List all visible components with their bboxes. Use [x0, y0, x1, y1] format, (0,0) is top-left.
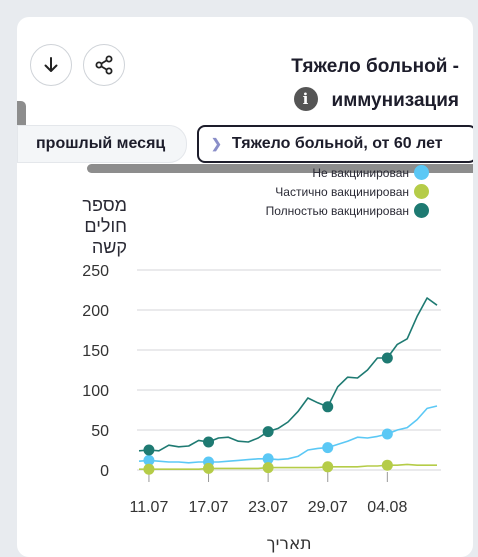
x-tick-label: 11.07 — [130, 499, 169, 516]
chart-card: Тяжело больной - i иммунизация прошлый ме… — [17, 17, 473, 557]
x-axis-label: תאריך — [266, 534, 311, 554]
data-point — [203, 462, 215, 474]
data-point — [322, 401, 334, 413]
y-axis-label-line-1: מספר — [82, 195, 127, 215]
share-button[interactable] — [83, 44, 125, 86]
y-tick-label: 0 — [100, 463, 109, 480]
download-button[interactable] — [30, 44, 72, 86]
legend-item-unvaccinated[interactable]: Не вакцинирован — [312, 165, 429, 180]
y-axis-label-line-3: קשה — [91, 237, 127, 257]
data-point — [322, 442, 334, 454]
x-tick-label: 23.07 — [248, 499, 288, 516]
data-point — [322, 461, 334, 473]
x-tick-label: 29.07 — [308, 499, 348, 516]
horizontal-scrollbar-thumb[interactable] — [87, 164, 473, 173]
data-point — [381, 428, 393, 440]
download-icon — [44, 57, 58, 72]
x-tick-label: 17.07 — [189, 499, 229, 516]
y-tick-label: 50 — [91, 423, 109, 440]
title-line-2: иммунизация — [331, 90, 459, 111]
x-tick-label: 04.08 — [367, 499, 407, 516]
title-line-1: Тяжело больной - — [291, 56, 459, 77]
filter-dropdown-selected[interactable]: ❯ Тяжело больной, от 60 лет — [197, 125, 473, 163]
info-icon[interactable]: i — [293, 86, 318, 111]
data-point — [203, 436, 215, 448]
legend-label: Полностью вакцинирован — [265, 203, 409, 218]
data-point — [143, 454, 155, 466]
data-point — [262, 426, 274, 438]
line-chart: 0 50 100 150 200 250 11.07 17.07 23.07 29.07 04.08… — [82, 263, 441, 554]
y-tick-label: 200 — [82, 303, 109, 320]
data-point — [381, 352, 393, 364]
series-line-3 — [138, 297, 438, 452]
y-axis-label-line-2: חולים — [84, 216, 127, 236]
filter-selected-label: Тяжело больной, от 60 лет — [231, 135, 443, 152]
data-point — [143, 444, 155, 456]
legend-swatch — [414, 203, 429, 218]
data-point — [262, 453, 274, 465]
y-tick-label: 250 — [82, 263, 109, 280]
legend-label: Не вакцинирован — [312, 165, 409, 180]
filter-previous-month[interactable]: прошлый месяц — [17, 125, 187, 163]
vertical-scrollbar-thumb[interactable] — [17, 101, 26, 137]
legend-swatch — [414, 184, 429, 199]
page-title: Тяжело больной - i иммунизация — [199, 50, 459, 118]
legend-item-partial[interactable]: Частично вакцинирован — [275, 184, 429, 199]
share-icon — [95, 55, 113, 75]
legend-label: Частично вакцинирован — [275, 184, 409, 199]
y-tick-label: 150 — [82, 343, 109, 360]
data-point — [381, 459, 393, 471]
legend-swatch — [414, 165, 429, 180]
data-point — [143, 463, 155, 475]
data-point — [262, 462, 274, 474]
filter-previous-label: прошлый месяц — [36, 135, 166, 152]
y-tick-label: 100 — [82, 383, 109, 400]
legend-item-full[interactable]: Полностью вакцинирован — [266, 203, 429, 218]
y-axis-label: מספר חולים קשה — [67, 195, 127, 258]
chevron-down-icon: ❯ — [211, 136, 222, 151]
